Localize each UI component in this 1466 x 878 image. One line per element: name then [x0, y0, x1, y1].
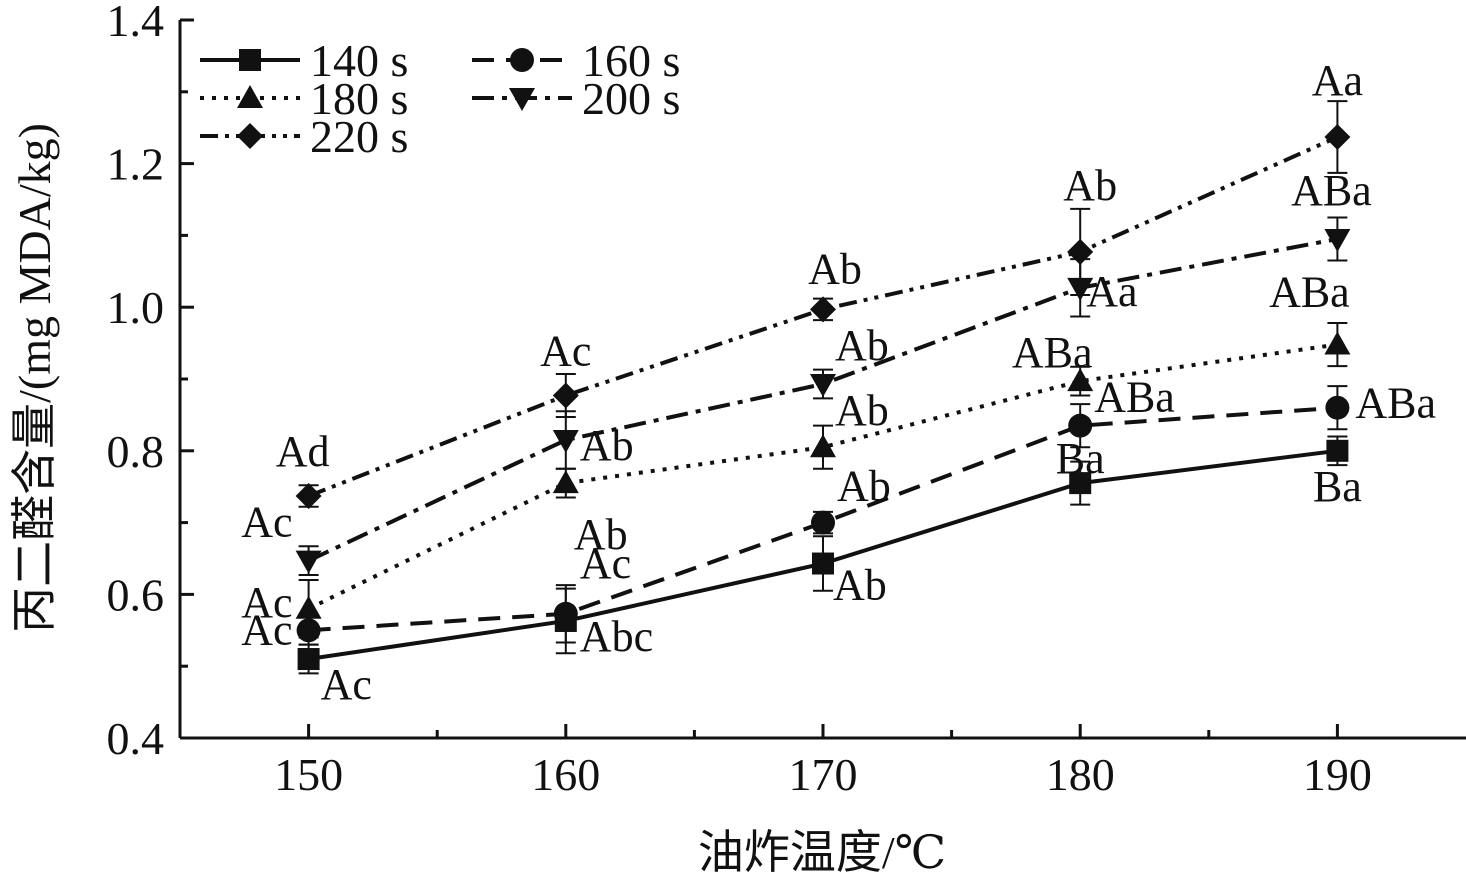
legend-marker: [239, 49, 261, 71]
x-tick-label: 190: [1303, 749, 1372, 800]
data-point: [811, 510, 835, 535]
significance-label: Ba: [1313, 462, 1362, 511]
data-point: [1067, 368, 1094, 392]
significance-label: Ac: [241, 498, 292, 547]
legend-marker: [237, 85, 263, 108]
legend-item: 140 s: [200, 35, 408, 86]
legend-marker: [237, 123, 263, 149]
data-point: [810, 374, 836, 398]
legend-label: 220 s: [310, 111, 408, 162]
significance-label: Ab: [580, 421, 634, 470]
significance-label: Ab: [837, 462, 891, 511]
significance-label: Abc: [580, 612, 653, 661]
x-tick-label: 170: [789, 749, 858, 800]
significance-label: ABa: [1291, 166, 1372, 215]
data-point: [810, 296, 836, 323]
data-point: [1324, 331, 1351, 355]
data-point: [297, 648, 320, 671]
series-line: [307, 135, 1339, 498]
significance-label: Ac: [241, 605, 292, 654]
significance-label: ABa: [1012, 328, 1093, 377]
significance-label: Ba: [1056, 434, 1105, 483]
x-tick-label: 150: [274, 749, 343, 800]
data-point: [1325, 395, 1350, 420]
legend-marker: [510, 48, 534, 72]
series-layer: [295, 100, 1351, 675]
y-tick-label: 0.6: [107, 569, 165, 620]
significance-label: Ad: [276, 427, 330, 476]
series-160s: [296, 385, 1350, 646]
legend-item: 200 s: [472, 73, 680, 124]
significance-label: Ab: [835, 321, 889, 370]
legend: 140 s 160 s 180 s 200 s 220 s: [200, 35, 680, 162]
axes-layer: [178, 18, 1466, 740]
significance-label: ABa: [1094, 373, 1175, 422]
significance-label: Aa: [1312, 56, 1363, 105]
data-point: [552, 430, 579, 454]
x-tick-label: 160: [531, 749, 600, 800]
series-140s: [297, 435, 1349, 675]
series-180s: [295, 321, 1351, 639]
data-point: [295, 595, 322, 619]
significance-label: Ab: [1063, 161, 1117, 210]
legend-label: 180 s: [310, 73, 408, 124]
legend-item: 160 s: [472, 35, 680, 86]
data-point: [810, 434, 836, 458]
data-point: [1324, 228, 1351, 252]
y-axis-title: 丙二醛含量/(mg MDA/kg): [9, 123, 60, 633]
data-point: [295, 550, 322, 574]
data-point: [552, 382, 579, 409]
data-point: [1326, 439, 1349, 462]
significance-label: Ac: [540, 327, 591, 376]
y-tick-label: 0.4: [107, 713, 165, 764]
series-220s: [295, 100, 1351, 510]
legend-label: 200 s: [582, 73, 680, 124]
significance-label: Ab: [833, 561, 887, 610]
data-point: [1069, 472, 1092, 495]
data-point: [812, 552, 834, 575]
legend-label: 140 s: [310, 35, 408, 86]
y-tick-label: 1.0: [107, 282, 165, 333]
significance-label: Ac: [241, 578, 292, 627]
label-layer: 0.4 0.6 0.8 1.0 1.2 1.4 150 160 170 180 190 Ac Abc Ab…: [107, 0, 1437, 800]
y-tick-label: 1.4: [107, 0, 165, 46]
series-200s: [295, 216, 1351, 577]
significance-label: Aa: [1086, 267, 1137, 316]
data-point: [1067, 238, 1094, 265]
significance-label: Ab: [835, 386, 889, 435]
x-tick-label: 180: [1046, 749, 1115, 800]
significance-label: ABa: [1269, 268, 1350, 317]
legend-marker: [509, 88, 535, 111]
y-tick-label: 0.8: [107, 426, 165, 477]
y-tick-label: 1.2: [107, 139, 165, 190]
significance-label: ABa: [1355, 379, 1436, 428]
significance-label: Ac: [321, 660, 372, 709]
data-point: [1324, 124, 1351, 151]
significance-label: Ac: [580, 539, 631, 588]
significance-label: Ab: [574, 510, 628, 559]
data-point: [295, 483, 322, 510]
legend-label: 160 s: [582, 35, 680, 86]
legend-item: 220 s: [200, 111, 408, 162]
x-axis-title: 油炸温度/℃: [698, 827, 946, 878]
legend-item: 180 s: [200, 73, 408, 124]
significance-label: Ab: [808, 244, 862, 293]
data-point: [553, 601, 578, 626]
data-point: [552, 470, 579, 494]
data-point: [1068, 413, 1093, 438]
